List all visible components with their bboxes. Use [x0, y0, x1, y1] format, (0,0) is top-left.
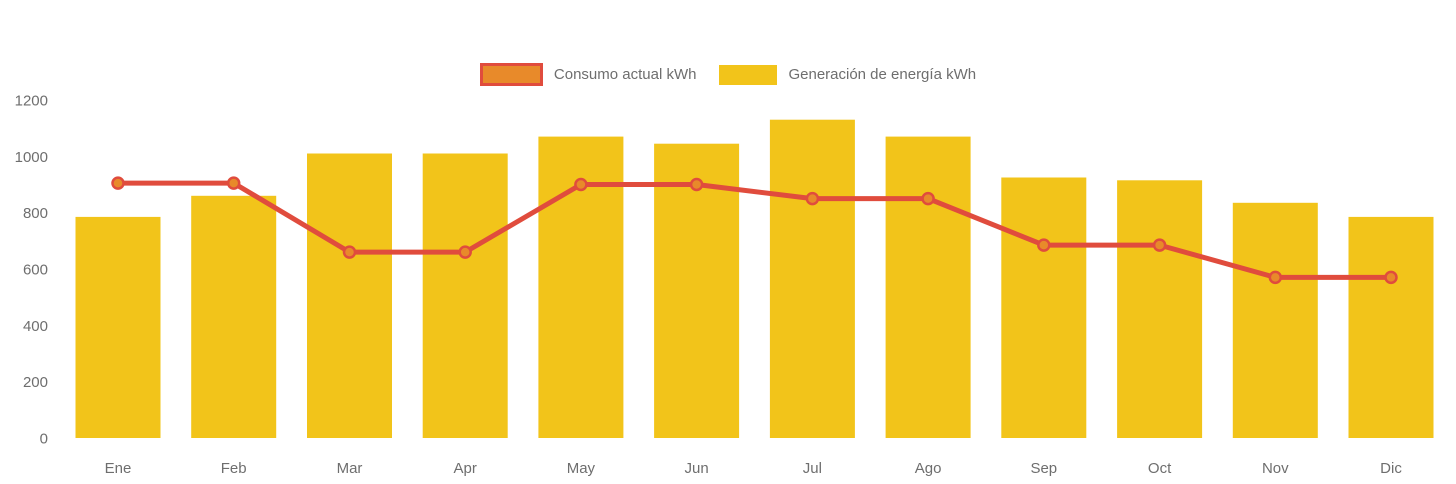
consumo-point-ene[interactable] — [111, 176, 125, 190]
y-axis-tick-label: 400 — [23, 318, 48, 335]
consumo-point-nov[interactable] — [1268, 270, 1283, 285]
x-axis-label-oct: Oct — [1148, 460, 1172, 477]
x-axis-label-feb: Feb — [221, 460, 247, 477]
consumo-point-jun[interactable] — [689, 177, 704, 192]
line-layer — [111, 176, 1398, 285]
consumo-point-mar[interactable] — [342, 245, 357, 259]
bar-dic[interactable] — [1348, 216, 1434, 438]
bar-mar[interactable] — [307, 153, 392, 439]
y-axis-tick-label: 1200 — [15, 93, 48, 110]
x-axis-label-ene: Ene — [105, 460, 132, 477]
x-axis-label-dic: Dic — [1380, 460, 1402, 477]
bar-sep[interactable] — [1001, 177, 1087, 439]
legend-label-consumo: Consumo actual kWh — [553, 65, 697, 83]
x-axis-label-jun: Jun — [685, 460, 709, 477]
consumo-point-feb[interactable] — [226, 176, 241, 190]
bar-ene[interactable] — [75, 216, 161, 438]
consumo-point-dic[interactable] — [1384, 270, 1398, 285]
x-axis-label-jul: Jul — [803, 460, 822, 477]
x-axis-label-may: May — [567, 460, 596, 477]
x-axis-label-sep: Sep — [1030, 460, 1057, 477]
bar-nov[interactable] — [1232, 202, 1318, 438]
chart-legend: Consumo actual kWh Generación de energía… — [0, 63, 1456, 86]
legend-item-generacion[interactable]: Generación de energía kWh — [719, 64, 976, 86]
legend-label-generacion: Generación de energía kWh — [788, 65, 977, 83]
y-axis-tick-label: 0 — [40, 431, 48, 448]
y-axis-tick-label: 600 — [23, 262, 48, 279]
consumo-line — [115, 180, 1394, 280]
bar-ago[interactable] — [885, 136, 971, 438]
consumo-point-sep[interactable] — [1037, 238, 1051, 252]
x-axis-label-apr: Apr — [454, 460, 477, 477]
consumo-point-ago[interactable] — [921, 191, 935, 206]
consumo-point-apr[interactable] — [458, 245, 472, 259]
legend-item-consumo[interactable]: Consumo actual kWh — [479, 63, 697, 86]
legend-swatch-generacion-icon — [719, 64, 778, 85]
x-axis-label-mar: Mar — [337, 460, 363, 477]
bar-jun[interactable] — [654, 143, 740, 438]
bar-oct[interactable] — [1117, 180, 1203, 439]
bar-apr[interactable] — [422, 153, 508, 439]
x-axis-label-ago: Ago — [915, 460, 942, 477]
y-axis-tick-label: 1000 — [15, 149, 48, 166]
x-axis-label-nov: Nov — [1262, 460, 1289, 477]
bar-feb[interactable] — [191, 195, 277, 438]
bars-layer — [75, 119, 1434, 439]
y-axis-tick-label: 200 — [23, 374, 48, 391]
consumo-point-oct[interactable] — [1152, 238, 1167, 252]
axis-layer: 0 200 400 600 800 1000 1200 Ene Feb Mar Apr May Jun J… — [15, 93, 1403, 478]
y-axis-tick-label: 800 — [23, 205, 48, 222]
consumo-point-may[interactable] — [574, 177, 588, 192]
bar-jul[interactable] — [769, 119, 855, 438]
legend-swatch-consumo-icon — [479, 63, 543, 86]
consumo-point-jul[interactable] — [805, 191, 820, 206]
